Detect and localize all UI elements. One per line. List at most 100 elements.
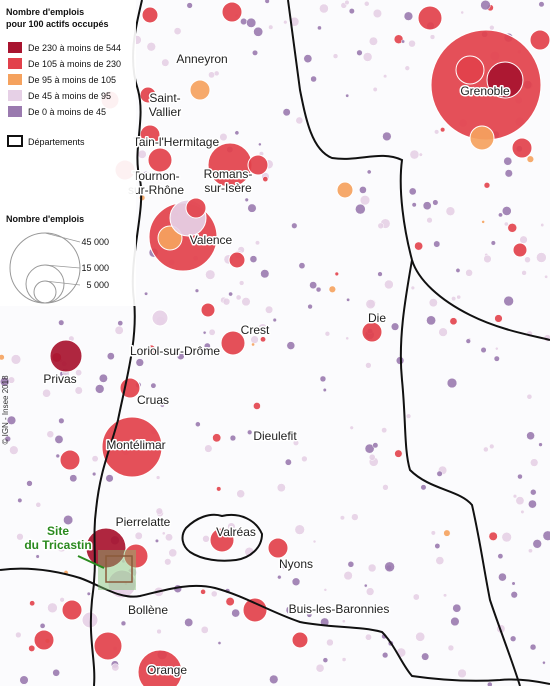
commune-circle xyxy=(307,303,313,310)
commune-circle xyxy=(195,421,201,428)
commune-circle xyxy=(189,79,211,101)
commune-circle xyxy=(255,240,260,246)
commune-circle xyxy=(408,187,417,196)
place-label: Die xyxy=(368,311,386,325)
commune-circle xyxy=(544,274,549,279)
site-marker xyxy=(77,550,136,590)
commune-circle xyxy=(154,538,159,543)
commune-circle xyxy=(368,36,378,46)
commune-circle xyxy=(315,663,325,673)
commune-circle xyxy=(228,291,233,297)
commune-circle xyxy=(529,643,537,651)
commune-circle xyxy=(509,635,517,642)
commune-circle xyxy=(59,597,65,603)
place-label: Valréas xyxy=(216,525,256,539)
commune-circle xyxy=(328,285,336,293)
commune-circle xyxy=(75,369,83,377)
commune-circle xyxy=(493,355,500,362)
commune-circle xyxy=(106,352,115,361)
commune-circle xyxy=(341,619,346,624)
commune-circle xyxy=(47,602,58,614)
commune-circle xyxy=(422,201,432,211)
commune-circle xyxy=(503,156,513,166)
commune-circle xyxy=(134,531,143,540)
commune-circle xyxy=(504,221,509,227)
commune-circle xyxy=(528,499,537,509)
commune-circle xyxy=(532,539,542,549)
commune-circle xyxy=(349,425,354,430)
commune-circle xyxy=(249,255,258,263)
commune-circle xyxy=(345,93,350,98)
legend-size-label: 45 000 xyxy=(81,237,109,247)
commune-circle xyxy=(438,327,448,337)
legend-leader xyxy=(44,264,81,269)
commune-circle xyxy=(194,288,200,293)
place-label: Cruas xyxy=(137,393,169,407)
commune-circle xyxy=(486,61,524,99)
place-label: Tournon- xyxy=(132,169,179,183)
commune-circle xyxy=(235,294,242,301)
commune-circle xyxy=(382,131,392,142)
commune-circle xyxy=(404,65,410,71)
commune-circle xyxy=(135,358,144,367)
commune-circle xyxy=(58,319,65,326)
commune-circle xyxy=(366,169,372,175)
commune-circle xyxy=(511,581,516,586)
legend-leader xyxy=(44,280,81,286)
commune-circle xyxy=(35,554,40,559)
commune-circle xyxy=(184,618,194,627)
commune-circle xyxy=(283,20,288,25)
place-label: Bollène xyxy=(128,603,168,617)
commune-circle xyxy=(319,3,329,14)
commune-circle xyxy=(446,377,458,389)
border xyxy=(181,513,264,562)
commune-circle xyxy=(359,186,367,194)
commune-circle xyxy=(512,242,528,258)
commune-circle xyxy=(382,652,389,659)
commune-circle xyxy=(107,569,137,599)
commune-circle xyxy=(208,328,216,336)
commune-circle xyxy=(176,352,185,360)
commune-circle xyxy=(363,583,368,588)
commune-circle xyxy=(150,176,155,182)
commune-circle xyxy=(362,52,373,62)
place-label: sur-Isère xyxy=(204,181,252,195)
commune-circle xyxy=(284,458,292,466)
commune-circle xyxy=(241,297,251,307)
commune-circle xyxy=(186,2,193,9)
commune-circle xyxy=(269,674,279,684)
commune-circle xyxy=(411,202,417,208)
commune-circle xyxy=(155,475,161,480)
commune-circle xyxy=(33,629,55,651)
commune-circle xyxy=(258,142,262,147)
commune-circle xyxy=(524,256,531,263)
commune-circle xyxy=(442,593,448,598)
commune-circle xyxy=(95,384,105,394)
commune-circle xyxy=(231,608,240,618)
commune-circle xyxy=(204,444,213,453)
commune-circle xyxy=(298,262,306,270)
place-labels: Anneyron Saint-Vallier Tain-l'Hermitage Tou… xyxy=(23,51,512,679)
commune-circle xyxy=(504,169,513,178)
commune-circle xyxy=(501,532,512,543)
commune-circle xyxy=(501,206,512,216)
commune-circle xyxy=(267,537,289,559)
commune-circle xyxy=(227,522,236,531)
border xyxy=(89,0,143,686)
commune-circle xyxy=(69,474,78,483)
place-label: Anneyron xyxy=(176,52,227,66)
commune-circle xyxy=(430,530,436,536)
commune-circle xyxy=(220,330,246,356)
legend-size-label: 15 000 xyxy=(81,263,109,273)
legend-swatch xyxy=(8,106,22,117)
commune-circle xyxy=(520,509,525,514)
commune-circle xyxy=(26,480,33,487)
commune-circle xyxy=(159,402,165,408)
commune-circle xyxy=(488,531,498,541)
commune-circle xyxy=(185,197,207,219)
legend-label: De 105 à moins de 230 xyxy=(28,59,121,69)
commune-circle xyxy=(276,483,286,493)
commune-circle xyxy=(538,1,545,8)
